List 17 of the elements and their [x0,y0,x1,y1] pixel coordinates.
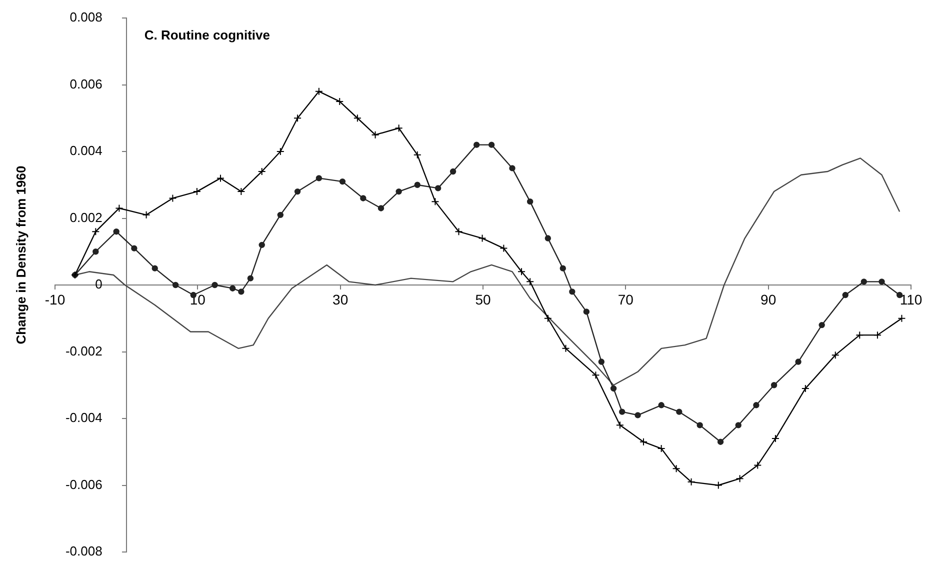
x-tick-label: 90 [760,291,776,308]
y-tick-label: 0.006 [70,76,102,92]
text: C. Routine cognitive [144,28,270,43]
y-tick-label: -0.002 [65,343,102,358]
x-tick-label: 50 [475,291,491,308]
y-tick-label: -0.004 [65,410,102,426]
y-tick-label: 0.002 [70,210,102,225]
x-tick-label: -10 [44,291,66,308]
y-tick-label: 0.004 [70,143,102,158]
y-tick-label: -0.008 [65,544,102,559]
y-tick-label: -0.006 [65,476,102,492]
x-tick-label: 70 [618,291,634,308]
x-tick-label: 110 [900,291,922,308]
y-tick-label: 0 [95,276,102,292]
y-tick-label: 0.008 [70,10,102,25]
y-axis-title: Change in Density from 1960 [14,166,29,344]
x-tick-label: 30 [332,291,348,308]
